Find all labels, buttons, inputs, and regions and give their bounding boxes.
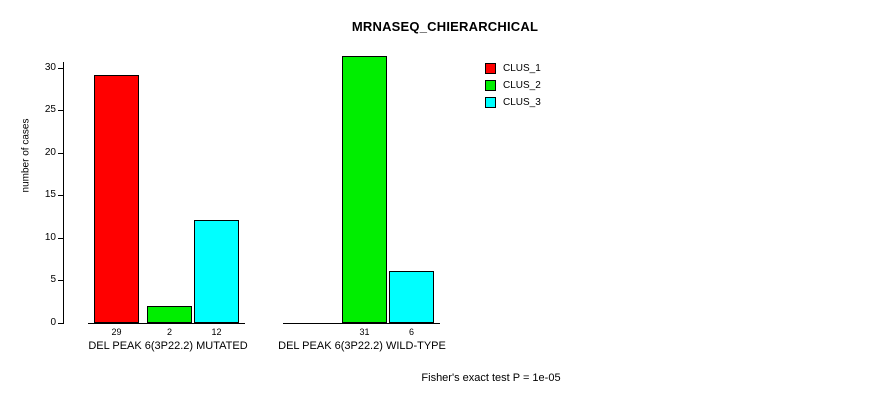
y-tick-label-10: 10 xyxy=(44,232,56,243)
y-tick-30 xyxy=(58,68,64,69)
group-label-mutated: DEL PEAK 6(3P22.2) MUTATED xyxy=(88,340,248,352)
chart-legend: CLUS_1 CLUS_2 CLUS_3 xyxy=(485,60,541,111)
legend-item-clus1: CLUS_1 xyxy=(485,60,541,77)
bar-group1-clus2 xyxy=(147,306,192,323)
y-tick-0 xyxy=(58,323,64,324)
legend-swatch-clus3 xyxy=(485,97,496,108)
bar-group1-clus3 xyxy=(194,220,239,323)
bar-count-group2-clus3: 6 xyxy=(408,327,414,337)
bar-group2-clus2 xyxy=(342,56,387,323)
legend-item-clus2: CLUS_2 xyxy=(485,77,541,94)
group-label-wildtype: DEL PEAK 6(3P22.2) WILD-TYPE xyxy=(278,340,446,352)
legend-swatch-clus2 xyxy=(485,80,496,91)
bar-count-group2-clus2: 31 xyxy=(359,327,370,337)
y-axis-line xyxy=(63,62,64,324)
y-tick-label-15: 15 xyxy=(44,189,56,200)
chart-annotation-row: Fisher's exact test P = 1e-05 xyxy=(0,372,890,384)
group-1-baseline xyxy=(88,323,245,324)
y-tick-5 xyxy=(58,280,64,281)
y-tick-label-5: 5 xyxy=(50,274,56,285)
bar-count-group1-clus1: 29 xyxy=(111,327,122,337)
bar-group1-clus1 xyxy=(94,75,139,323)
bar-group2-clus3 xyxy=(389,271,434,323)
legend-swatch-clus1 xyxy=(485,63,496,74)
legend-label-clus1: CLUS_1 xyxy=(503,63,541,74)
legend-item-clus3: CLUS_3 xyxy=(485,94,541,111)
fisher-test-annotation: Fisher's exact test P = 1e-05 xyxy=(421,372,561,384)
y-tick-label-30: 30 xyxy=(44,62,56,73)
y-tick-label-20: 20 xyxy=(44,147,56,158)
chart-title: MRNASEQ_CHIERARCHICAL xyxy=(351,19,539,34)
group-2-baseline xyxy=(283,323,440,324)
bar-count-group1-clus3: 12 xyxy=(211,327,222,337)
bar-count-group1-clus2: 2 xyxy=(166,327,172,337)
y-tick-20 xyxy=(58,153,64,154)
y-tick-25 xyxy=(58,110,64,111)
legend-label-clus3: CLUS_3 xyxy=(503,97,541,108)
y-tick-15 xyxy=(58,195,64,196)
legend-label-clus2: CLUS_2 xyxy=(503,80,541,91)
y-tick-label-25: 25 xyxy=(44,104,56,115)
y-tick-10 xyxy=(58,238,64,239)
y-tick-label-0: 0 xyxy=(50,317,56,328)
